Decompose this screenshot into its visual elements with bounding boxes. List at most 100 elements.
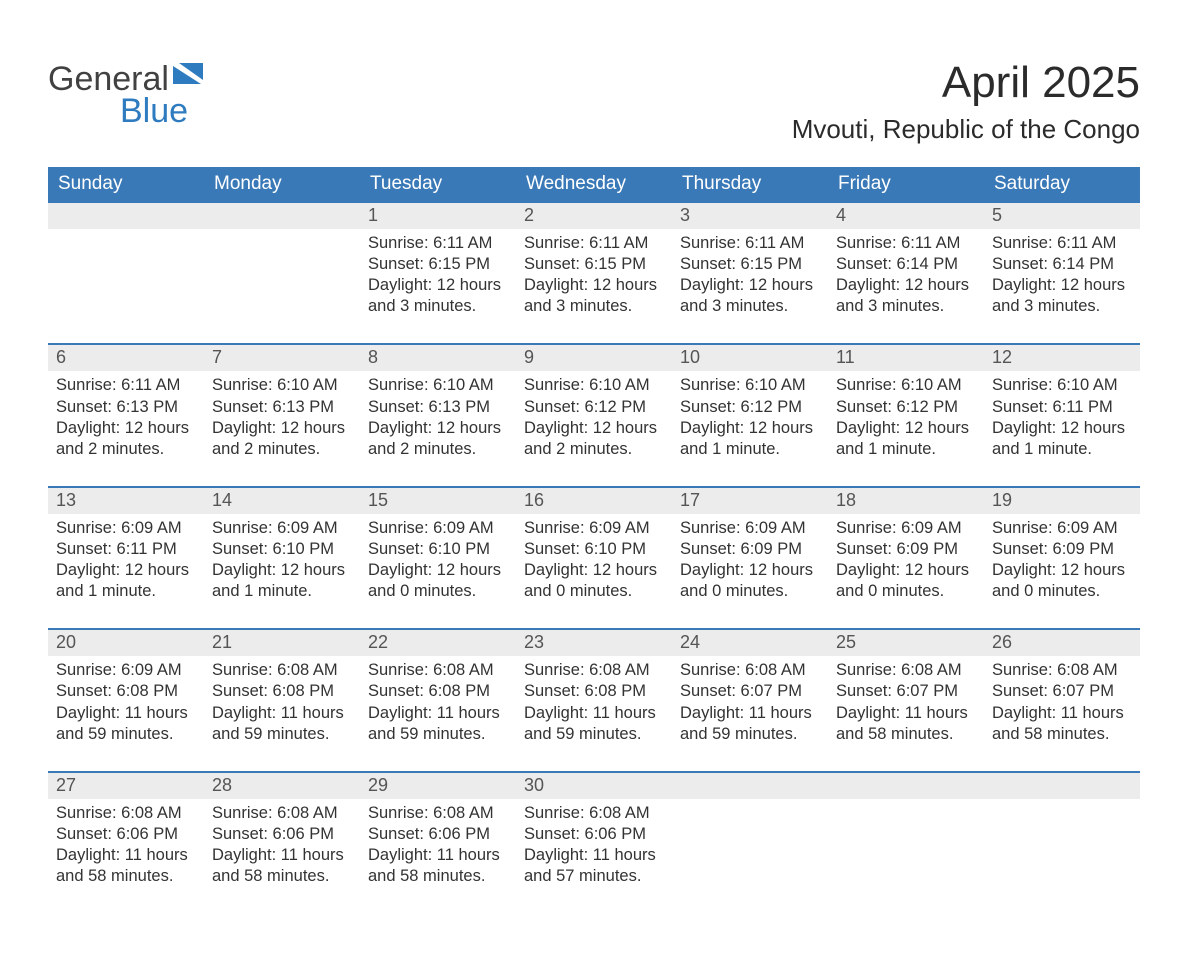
day-cell: Sunrise: 6:09 AMSunset: 6:10 PMDaylight:… [516,514,672,628]
daylight-line-1: Daylight: 12 hours [368,275,508,296]
day-header: Friday [828,167,984,203]
day-cell: Sunrise: 6:11 AMSunset: 6:15 PMDaylight:… [360,229,516,343]
daylight-line-1: Daylight: 12 hours [680,418,820,439]
daylight-line-2: and 2 minutes. [212,439,352,460]
sunset-line: Sunset: 6:13 PM [368,397,508,418]
daynum-row: 27282930 [48,773,1140,799]
daynum-row: 6789101112 [48,345,1140,371]
day-number: 23 [516,630,672,656]
daylight-line-1: Daylight: 11 hours [680,703,820,724]
sunrise-line: Sunrise: 6:09 AM [56,518,196,539]
day-number: 8 [360,345,516,371]
sunrise-line: Sunrise: 6:09 AM [836,518,976,539]
daylight-line-1: Daylight: 12 hours [992,418,1132,439]
day-number: 22 [360,630,516,656]
day-cell: Sunrise: 6:11 AMSunset: 6:13 PMDaylight:… [48,371,204,485]
sunset-line: Sunset: 6:10 PM [368,539,508,560]
daylight-line-2: and 0 minutes. [524,581,664,602]
sunrise-line: Sunrise: 6:10 AM [680,375,820,396]
day-cell: Sunrise: 6:10 AMSunset: 6:12 PMDaylight:… [516,371,672,485]
daylight-line-2: and 58 minutes. [212,866,352,887]
sunrise-line: Sunrise: 6:09 AM [680,518,820,539]
daylight-line-2: and 3 minutes. [836,296,976,317]
sunset-line: Sunset: 6:14 PM [992,254,1132,275]
daylight-line-2: and 57 minutes. [524,866,664,887]
sunset-line: Sunset: 6:08 PM [524,681,664,702]
daylight-line-1: Daylight: 12 hours [56,560,196,581]
day-number: 24 [672,630,828,656]
daylight-line-2: and 1 minute. [992,439,1132,460]
day-cell: Sunrise: 6:10 AMSunset: 6:12 PMDaylight:… [672,371,828,485]
daylight-line-1: Daylight: 12 hours [680,560,820,581]
day-cell: Sunrise: 6:09 AMSunset: 6:10 PMDaylight:… [360,514,516,628]
day-header: Wednesday [516,167,672,203]
day-cell: Sunrise: 6:08 AMSunset: 6:06 PMDaylight:… [360,799,516,913]
flag-icon [173,62,207,91]
sunrise-line: Sunrise: 6:08 AM [836,660,976,681]
sunrise-line: Sunrise: 6:08 AM [212,660,352,681]
daylight-line-2: and 58 minutes. [368,866,508,887]
day-cell: Sunrise: 6:08 AMSunset: 6:07 PMDaylight:… [984,656,1140,770]
daylight-line-1: Daylight: 12 hours [992,560,1132,581]
daylight-line-2: and 2 minutes. [368,439,508,460]
daylight-line-1: Daylight: 11 hours [992,703,1132,724]
daylight-line-2: and 59 minutes. [56,724,196,745]
daylight-line-2: and 2 minutes. [524,439,664,460]
daylight-line-2: and 58 minutes. [836,724,976,745]
day-number: 29 [360,773,516,799]
day-number: 17 [672,488,828,514]
daylight-line-2: and 3 minutes. [680,296,820,317]
day-number: 13 [48,488,204,514]
day-number: 14 [204,488,360,514]
sunset-line: Sunset: 6:15 PM [680,254,820,275]
day-header: Monday [204,167,360,203]
sunrise-line: Sunrise: 6:11 AM [680,233,820,254]
daylight-line-2: and 59 minutes. [212,724,352,745]
sunset-line: Sunset: 6:11 PM [992,397,1132,418]
daylight-line-1: Daylight: 11 hours [212,703,352,724]
daylight-line-2: and 3 minutes. [524,296,664,317]
day-number: 26 [984,630,1140,656]
day-number: 15 [360,488,516,514]
day-number: 6 [48,345,204,371]
daylight-line-1: Daylight: 12 hours [56,418,196,439]
day-number: 20 [48,630,204,656]
daylight-line-1: Daylight: 12 hours [992,275,1132,296]
sunset-line: Sunset: 6:08 PM [368,681,508,702]
day-cell: Sunrise: 6:11 AMSunset: 6:14 PMDaylight:… [984,229,1140,343]
daylight-line-2: and 58 minutes. [56,866,196,887]
day-cell: Sunrise: 6:09 AMSunset: 6:08 PMDaylight:… [48,656,204,770]
sunrise-line: Sunrise: 6:08 AM [212,803,352,824]
daylight-line-2: and 1 minute. [680,439,820,460]
sunset-line: Sunset: 6:15 PM [524,254,664,275]
sunset-line: Sunset: 6:06 PM [212,824,352,845]
sunset-line: Sunset: 6:13 PM [56,397,196,418]
day-cell: Sunrise: 6:09 AMSunset: 6:09 PMDaylight:… [828,514,984,628]
sunset-line: Sunset: 6:06 PM [524,824,664,845]
day-number: 21 [204,630,360,656]
daylight-line-1: Daylight: 11 hours [368,845,508,866]
daylight-line-2: and 1 minute. [212,581,352,602]
brand-logo-text: General Blue [48,62,207,127]
daylight-line-2: and 0 minutes. [368,581,508,602]
day-header-row: SundayMondayTuesdayWednesdayThursdayFrid… [48,167,1140,203]
header: General Blue April 2025 Mvouti, Republic… [48,40,1140,149]
sunrise-line: Sunrise: 6:09 AM [992,518,1132,539]
sunrise-line: Sunrise: 6:08 AM [992,660,1132,681]
day-cell: Sunrise: 6:10 AMSunset: 6:12 PMDaylight:… [828,371,984,485]
daylight-line-2: and 1 minute. [56,581,196,602]
daynum-row: 20212223242526 [48,630,1140,656]
sunset-line: Sunset: 6:07 PM [992,681,1132,702]
brand-logo: General Blue [48,40,207,127]
day-number [672,773,828,799]
day-number: 1 [360,203,516,229]
calendar: SundayMondayTuesdayWednesdayThursdayFrid… [48,167,1140,913]
daylight-line-1: Daylight: 12 hours [368,418,508,439]
sunrise-line: Sunrise: 6:08 AM [368,803,508,824]
sunset-line: Sunset: 6:13 PM [212,397,352,418]
sunrise-line: Sunrise: 6:11 AM [992,233,1132,254]
sunrise-line: Sunrise: 6:11 AM [524,233,664,254]
day-cell: Sunrise: 6:08 AMSunset: 6:07 PMDaylight:… [672,656,828,770]
daylight-line-2: and 1 minute. [836,439,976,460]
daylight-line-2: and 59 minutes. [524,724,664,745]
